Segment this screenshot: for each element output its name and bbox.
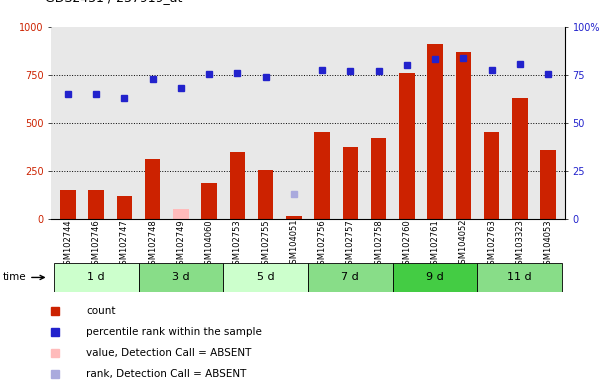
Bar bbox=[484, 131, 499, 219]
Text: 5 d: 5 d bbox=[257, 272, 275, 283]
Text: GSM103323: GSM103323 bbox=[515, 219, 524, 270]
Bar bbox=[201, 184, 217, 219]
Bar bbox=[308, 263, 392, 292]
Text: 9 d: 9 d bbox=[426, 272, 444, 283]
Bar bbox=[173, 209, 189, 219]
Text: GSM102746: GSM102746 bbox=[92, 219, 101, 270]
Text: GSM104053: GSM104053 bbox=[543, 219, 552, 270]
Bar bbox=[540, 150, 556, 219]
Text: percentile rank within the sample: percentile rank within the sample bbox=[87, 327, 262, 337]
Text: GSM102744: GSM102744 bbox=[64, 219, 73, 270]
Text: count: count bbox=[87, 306, 116, 316]
Text: 1 d: 1 d bbox=[88, 272, 105, 283]
Text: GSM102753: GSM102753 bbox=[233, 219, 242, 270]
Text: 11 d: 11 d bbox=[507, 272, 532, 283]
Text: GSM102748: GSM102748 bbox=[148, 219, 157, 270]
Bar bbox=[456, 52, 471, 219]
Bar bbox=[392, 263, 477, 292]
Bar bbox=[427, 44, 443, 219]
Bar bbox=[258, 170, 273, 219]
Bar bbox=[371, 138, 386, 219]
Bar bbox=[60, 190, 76, 219]
Bar bbox=[88, 190, 104, 219]
Bar bbox=[145, 159, 160, 219]
Bar bbox=[230, 152, 245, 219]
Text: GSM102763: GSM102763 bbox=[487, 219, 496, 270]
Bar bbox=[286, 216, 302, 219]
Text: 7 d: 7 d bbox=[341, 272, 359, 283]
Text: 3 d: 3 d bbox=[172, 272, 190, 283]
Text: GSM102760: GSM102760 bbox=[402, 219, 411, 270]
Text: GSM102757: GSM102757 bbox=[346, 219, 355, 270]
Bar bbox=[399, 73, 415, 219]
Bar bbox=[512, 98, 528, 219]
Text: GSM104052: GSM104052 bbox=[459, 219, 468, 270]
Text: GSM104060: GSM104060 bbox=[205, 219, 214, 270]
Bar bbox=[224, 263, 308, 292]
Text: GSM102749: GSM102749 bbox=[177, 219, 186, 270]
Text: GSM102756: GSM102756 bbox=[318, 219, 326, 270]
Text: GSM102755: GSM102755 bbox=[261, 219, 270, 270]
Text: GSM102758: GSM102758 bbox=[374, 219, 383, 270]
Bar bbox=[343, 147, 358, 219]
Text: GSM102747: GSM102747 bbox=[120, 219, 129, 270]
Text: time: time bbox=[2, 272, 44, 283]
Text: GDS2431 / 237919_at: GDS2431 / 237919_at bbox=[45, 0, 183, 4]
Text: GSM104051: GSM104051 bbox=[290, 219, 298, 270]
Text: GSM102761: GSM102761 bbox=[430, 219, 439, 270]
Text: rank, Detection Call = ABSENT: rank, Detection Call = ABSENT bbox=[87, 369, 247, 379]
Text: value, Detection Call = ABSENT: value, Detection Call = ABSENT bbox=[87, 348, 252, 358]
Bar bbox=[139, 263, 224, 292]
Bar bbox=[314, 132, 330, 219]
Bar bbox=[477, 263, 562, 292]
Bar bbox=[54, 263, 139, 292]
Bar bbox=[117, 196, 132, 219]
